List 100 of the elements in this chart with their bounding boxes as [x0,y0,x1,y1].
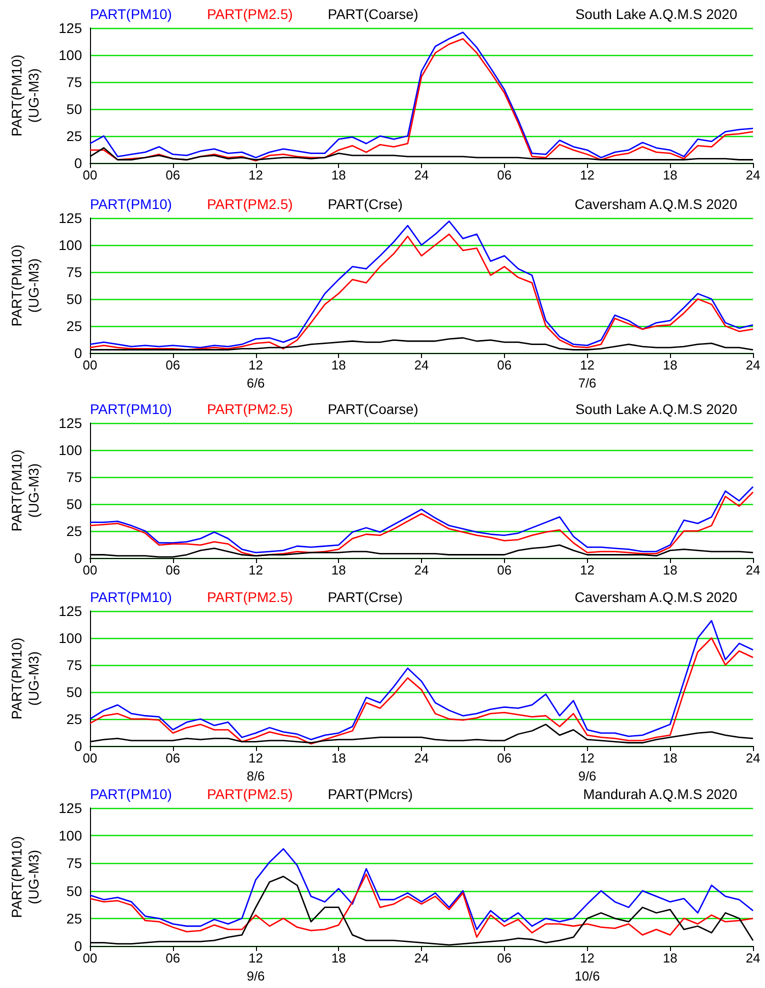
text: PART(Crse) [328,196,403,212]
y-tick-label: 100 [58,828,82,844]
x-tick-label: 06 [497,562,512,578]
y-axis-title: PART(PM10) (UG-M3) [8,244,42,326]
y-tick-label: 50 [66,101,82,117]
y-tick-label: 0 [74,938,82,954]
chart-title: Caversham A.Q.M.S 2020 [574,196,738,212]
y-tick-label: 100 [58,442,82,458]
y-tick-label: 25 [66,128,82,144]
y-tick-label: 75 [66,855,82,872]
x-tick-label: 24 [746,750,760,766]
x-tick-label: 18 [331,168,346,182]
x-tick-label: 18 [662,950,678,966]
text: PART(PM2.5) [206,786,293,802]
text: PART(Coarse) [328,401,418,417]
x-tick-label: 24 [414,750,429,766]
x-tick-label: 12 9/6 [246,950,265,984]
y-tick-label: 0 [74,155,82,171]
x-tick-label: 12 6/6 [246,358,265,390]
x-tick-label: 18 [331,358,346,372]
y-tick-label: 0 [74,550,82,566]
x-tick-label: 12 [248,562,263,578]
x-tick-label: 18 [331,562,346,578]
y-tick-label: 125 [58,415,82,431]
text: PART(PM10) [90,589,172,605]
x-tick-label: 06 [166,950,180,966]
x-tick-label: 06 [497,950,512,966]
y-tick-label: 75 [66,469,82,485]
x-tick-label: 18 [331,750,346,766]
y-tick-label: 100 [58,630,82,646]
x-tick-label: 12 [580,168,594,182]
y-axis-title: PART(PM10) (UG-M3) [8,638,42,720]
text: PART(Crse) [328,589,403,605]
text: PART(PM10) [90,786,172,802]
text: PART(PM10) [90,196,172,212]
x-tick-label: 12 9/6 [578,750,596,784]
x-tick-label: 00 [82,168,98,182]
x-tick-label: 06 [166,358,180,372]
text: PART(PM10) [90,401,172,417]
text: PART(PM2.5) [206,589,293,605]
y-tick-label: 100 [58,47,82,63]
y-tick-label: 75 [66,264,82,280]
x-tick-label: 12 [580,562,594,578]
line-series [89,848,754,930]
text: PART(PM10) [90,6,172,22]
x-tick-label: 24 [414,168,429,182]
line-series [89,620,754,740]
y-tick-label: 25 [66,711,82,727]
x-tick-label: 00 [82,562,98,578]
y-tick-label: 125 [58,210,82,226]
y-tick-label: 75 [66,74,82,90]
x-tick-label: 24 [414,358,429,372]
x-tick-label: 00 [82,358,98,372]
x-tick-label: 18 [662,358,678,372]
chart-title: South Lake A.Q.M.S 2020 [575,401,738,417]
x-tick-label: 24 [746,562,760,578]
y-tick-label: 75 [66,657,82,673]
y-axis-title: PART(PM10) (UG-M3) [8,54,42,136]
y-axis-title: PART(PM10) (UG-M3) [8,450,42,532]
x-tick-label: 00 [82,950,98,966]
y-tick-label: 25 [66,910,82,926]
x-tick-label: 12 [248,168,263,182]
x-tick-label: 24 [746,950,760,966]
x-tick-label: 12 10/6 [574,950,600,984]
x-tick-label: 06 [497,358,512,372]
x-tick-label: 06 [497,750,512,766]
y-tick-label: 50 [66,882,82,899]
y-tick-label: 0 [74,738,82,754]
text: PART(PM2.5) [206,196,293,212]
y-tick-label: 125 [58,20,82,36]
x-tick-label: 18 [662,168,678,182]
x-tick-label: 24 [746,358,760,372]
x-tick-label: 18 [662,562,678,578]
x-tick-label: 24 [746,168,760,182]
chart-title: South Lake A.Q.M.S 2020 [575,6,738,22]
x-tick-label: 06 [166,562,180,578]
x-tick-label: 12 8/6 [246,750,265,784]
y-tick-label: 25 [66,318,82,334]
y-tick-label: 125 [58,603,82,619]
text: PART(Coarse) [328,6,418,22]
text: PART(PMcrs) [328,786,413,802]
y-tick-label: 50 [66,684,82,700]
x-tick-label: 00 [82,750,98,766]
y-axis-title: PART(PM10) (UG-M3) [8,836,42,918]
x-tick-label: 18 [331,950,346,966]
y-tick-label: 25 [66,523,82,539]
x-tick-label: 12 7/6 [578,358,596,390]
x-tick-label: 24 [414,950,429,966]
chart-title: Mandurah A.Q.M.S 2020 [583,786,738,802]
x-tick-label: 24 [414,562,429,578]
x-tick-label: 18 [662,750,678,766]
y-tick-label: 125 [58,800,82,816]
chart-title: Caversham A.Q.M.S 2020 [574,589,738,605]
text: PART(PM2.5) [206,401,293,417]
y-tick-label: 100 [58,237,82,253]
y-tick-label: 0 [74,345,82,361]
y-tick-label: 50 [66,496,82,512]
y-tick-label: 50 [66,291,82,307]
x-tick-label: 06 [166,750,180,766]
x-tick-label: 06 [166,168,180,182]
